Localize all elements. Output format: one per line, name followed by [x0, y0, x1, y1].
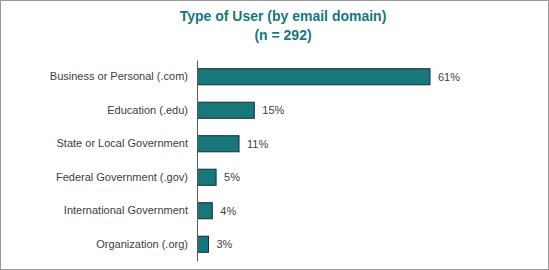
tick-label: Education (.edu)	[107, 104, 188, 116]
tick-label: Organization (.org)	[96, 238, 188, 250]
bar	[197, 69, 430, 85]
data-label: 5%	[224, 171, 240, 183]
subtitle: (n = 292)	[254, 27, 311, 43]
bar	[197, 236, 208, 252]
y-axis: Business or Personal (.com) Education (.e…	[50, 61, 198, 262]
tick: Education (.edu)	[107, 104, 197, 116]
bar	[197, 102, 254, 118]
tick-label: State or Local Government	[57, 137, 188, 149]
bar	[197, 169, 216, 185]
tick: State or Local Government	[57, 137, 197, 149]
data-label: 11%	[247, 138, 268, 150]
bars	[197, 69, 430, 253]
title: Type of User (by email domain)	[180, 8, 387, 24]
tick: Organization (.org)	[96, 238, 197, 250]
data-label: 15%	[262, 104, 284, 116]
tick: International Government	[64, 204, 197, 216]
tick: Federal Government (.gov)	[56, 171, 197, 183]
chart: Type of User (by email domain) (n = 292) B…	[0, 0, 549, 270]
frame	[1, 1, 549, 270]
tick-label: Business or Personal (.com)	[50, 70, 188, 82]
bar	[197, 136, 239, 152]
data-label: 3%	[216, 238, 232, 250]
tick: Business or Personal (.com)	[50, 70, 197, 82]
data-labels: 61% 15% 11% 5% 4% 3%	[216, 71, 460, 251]
data-label: 4%	[220, 205, 236, 217]
tick-label: Federal Government (.gov)	[56, 171, 188, 183]
bar	[197, 203, 212, 219]
tick-label: International Government	[64, 204, 188, 216]
axis-line	[197, 61, 198, 262]
data-label: 61%	[438, 71, 460, 83]
